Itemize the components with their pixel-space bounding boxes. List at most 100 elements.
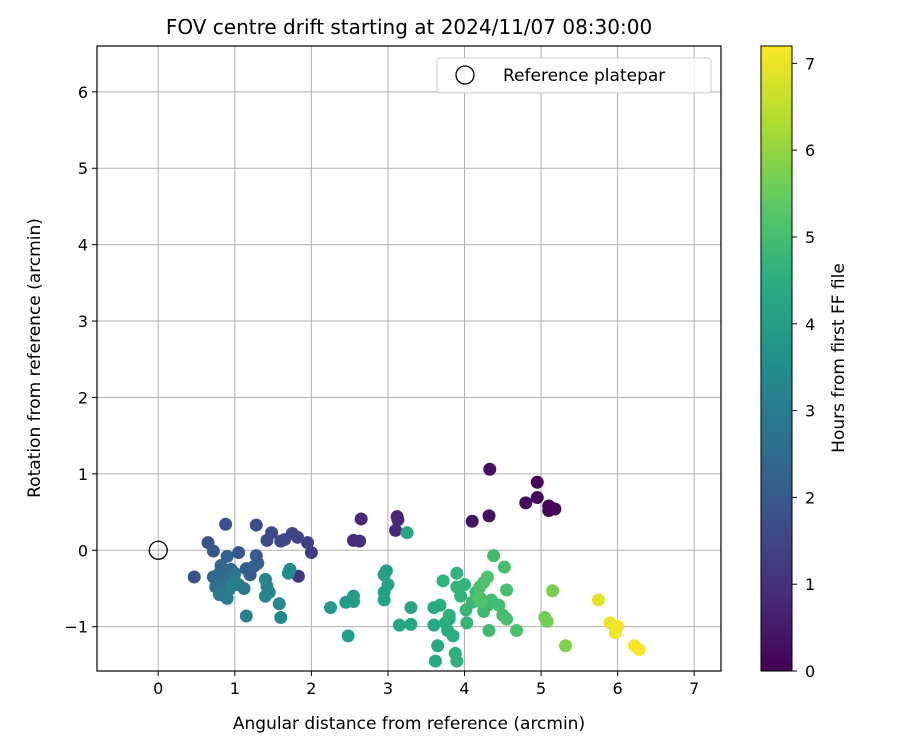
- data-point: [304, 546, 318, 560]
- legend-marker: [455, 65, 475, 85]
- data-point: [431, 639, 445, 653]
- data-point: [427, 618, 441, 632]
- data-point: [341, 629, 355, 643]
- colorbar-ticks: 0 1 2 3 4 5 6 7: [792, 54, 815, 681]
- colorbar-tick-label: 5: [805, 228, 815, 247]
- data-point: [632, 643, 646, 657]
- data-point: [436, 574, 450, 588]
- y-tick-label: 3: [78, 312, 88, 331]
- data-point: [354, 512, 368, 526]
- data-point: [446, 629, 460, 643]
- colorbar-gradient: [760, 45, 793, 672]
- data-point: [206, 544, 220, 558]
- y-axis-ticks: −1 0 1 2 3 4 5 6: [64, 83, 97, 637]
- x-tick-label: 3: [383, 679, 393, 698]
- data-point: [353, 534, 367, 548]
- data-point: [546, 584, 560, 598]
- grid: [97, 46, 721, 671]
- y-tick-label: 0: [78, 541, 88, 560]
- x-tick-label: 5: [536, 679, 546, 698]
- x-axis-ticks: 0 1 2 3 4 5 6 7: [153, 671, 699, 698]
- data-point: [281, 566, 295, 580]
- data-point: [480, 570, 494, 584]
- data-point: [389, 523, 403, 537]
- data-point: [471, 591, 485, 605]
- data-point: [324, 601, 338, 615]
- data-point: [540, 614, 554, 628]
- data-point: [258, 572, 272, 586]
- y-tick-label: 6: [78, 83, 88, 102]
- data-point: [450, 654, 464, 668]
- data-point: [400, 526, 414, 540]
- data-point: [450, 580, 464, 594]
- y-tick-label: 5: [78, 159, 88, 178]
- colorbar-tick-label: 3: [805, 402, 815, 421]
- data-point: [247, 559, 261, 573]
- data-point: [346, 594, 360, 608]
- data-point: [262, 585, 276, 599]
- y-tick-label: −1: [64, 618, 88, 637]
- data-point: [559, 639, 573, 653]
- y-tick-label: 1: [78, 465, 88, 484]
- x-tick-label: 2: [306, 679, 316, 698]
- colorbar-tick-label: 7: [805, 54, 815, 73]
- data-point: [220, 549, 234, 563]
- colorbar-tick-label: 6: [805, 141, 815, 160]
- data-point: [492, 598, 506, 612]
- y-axis-label: Rotation from reference (arcmin): [25, 218, 45, 498]
- data-point: [542, 504, 556, 518]
- data-point: [497, 560, 511, 574]
- data-point: [249, 518, 263, 532]
- data-point: [381, 578, 395, 592]
- data-point: [391, 513, 405, 527]
- y-tick-label: 2: [78, 388, 88, 407]
- data-point: [442, 608, 456, 622]
- data-point: [301, 536, 315, 550]
- data-point: [224, 580, 238, 594]
- colorbar-tick-label: 1: [805, 575, 815, 594]
- data-point: [500, 612, 514, 626]
- data-point: [274, 534, 288, 548]
- data-point: [510, 624, 524, 638]
- data-point: [611, 620, 625, 634]
- y-tick-label: 4: [78, 236, 88, 255]
- x-axis-label: Angular distance from reference (arcmin): [233, 714, 585, 734]
- x-tick-label: 1: [230, 679, 240, 698]
- colorbar-label: Hours from first FF file: [829, 263, 849, 453]
- data-point: [260, 533, 274, 547]
- colorbar: 0 1 2 3 4 5 6 7 Hours from first FF file: [760, 45, 849, 681]
- data-point: [500, 583, 514, 597]
- legend-box: [436, 57, 712, 94]
- data-point: [530, 475, 544, 489]
- data-point: [232, 546, 246, 560]
- reference-point-marker: [148, 540, 168, 560]
- data-point: [237, 581, 251, 595]
- legend: Reference platepar: [436, 57, 712, 94]
- data-point: [220, 591, 234, 605]
- data-point: [272, 597, 286, 611]
- data-point: [460, 616, 474, 630]
- data-point: [519, 496, 533, 510]
- chart-title: FOV centre drift starting at 2024/11/07 …: [166, 15, 652, 39]
- data-point: [404, 601, 418, 615]
- data-point: [465, 514, 479, 528]
- data-point: [274, 611, 288, 625]
- data-point: [530, 491, 544, 505]
- data-point: [392, 618, 406, 632]
- colorbar-tick-label: 0: [805, 662, 815, 681]
- data-point: [433, 598, 447, 612]
- data-point: [482, 509, 496, 523]
- data-point: [379, 564, 393, 578]
- data-point: [206, 570, 220, 584]
- data-point: [404, 617, 418, 631]
- data-point: [219, 517, 233, 531]
- x-tick-label: 6: [613, 679, 623, 698]
- data-point: [487, 549, 501, 563]
- x-tick-label: 4: [459, 679, 469, 698]
- data-point: [483, 462, 497, 476]
- data-point: [377, 593, 391, 607]
- colorbar-tick-label: 2: [805, 488, 815, 507]
- data-point: [450, 566, 464, 580]
- colorbar-tick-label: 4: [805, 315, 815, 334]
